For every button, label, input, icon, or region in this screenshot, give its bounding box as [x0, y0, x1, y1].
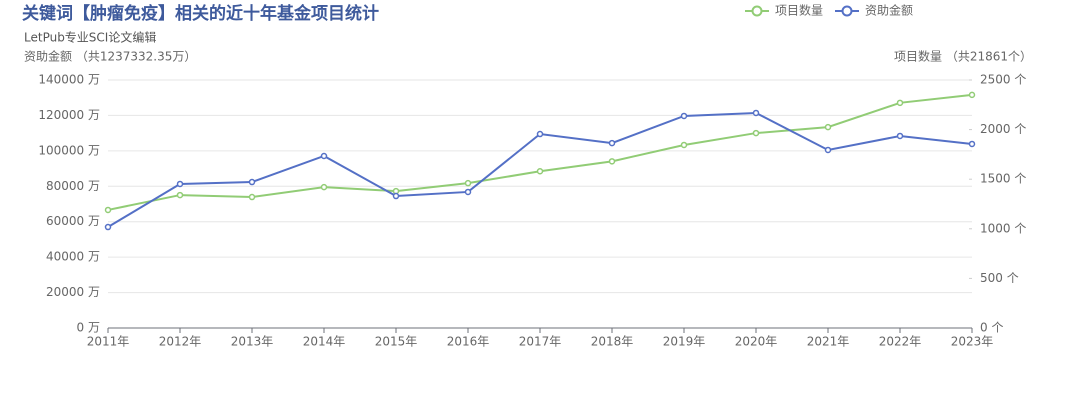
- data-point: [104, 223, 112, 231]
- legend-label[interactable]: 资助金额: [865, 3, 913, 18]
- data-point: [608, 139, 616, 147]
- data-point: [464, 188, 472, 196]
- legend-marker[interactable]: [841, 5, 853, 17]
- x-tick-label: 2018年: [591, 335, 634, 349]
- series-line: [107, 93, 973, 211]
- x-tick-label: 2013年: [231, 335, 274, 349]
- data-point: [896, 132, 904, 140]
- data-point: [824, 123, 832, 131]
- data-point: [968, 140, 976, 148]
- data-point: [536, 168, 544, 175]
- data-point: [320, 152, 328, 160]
- x-tick-label: 2019年: [663, 335, 706, 349]
- data-point: [824, 146, 832, 154]
- data-point: [392, 192, 400, 200]
- y-tick-label: 20000 万: [46, 285, 100, 299]
- legend-label[interactable]: 项目数量: [775, 3, 823, 18]
- y-tick-label: 80000 万: [46, 179, 100, 193]
- x-tick-label: 2012年: [159, 335, 202, 349]
- data-point: [320, 183, 328, 191]
- data-point: [176, 191, 184, 199]
- y2-tick-label: 0 个: [980, 321, 1003, 335]
- y-tick-label: 120000 万: [38, 108, 100, 122]
- data-point: [176, 180, 184, 188]
- x-tick-label: 2016年: [447, 335, 490, 349]
- x-tick-label: 2020年: [735, 335, 778, 349]
- x-tick-label: 2011年: [87, 335, 130, 349]
- y-tick-label: 140000 万: [38, 73, 100, 87]
- data-point: [536, 130, 544, 138]
- y-tick-label: 60000 万: [46, 214, 100, 228]
- data-point: [248, 193, 256, 201]
- y-axis-label: 资助金额 （共1237332.35万）: [24, 49, 196, 64]
- x-tick-label: 2023年: [951, 335, 994, 349]
- x-tick-label: 2021年: [807, 335, 850, 349]
- data-point: [968, 91, 976, 99]
- chart-subtitle: LetPub专业SCI论文编辑: [24, 30, 156, 45]
- data-point: [680, 141, 688, 149]
- x-tick-label: 2022年: [879, 335, 922, 349]
- y2-tick-label: 2000 个: [980, 122, 1026, 136]
- y-tick-label: 100000 万: [38, 143, 100, 157]
- y-tick-label: 0 万: [77, 321, 100, 335]
- legend-marker[interactable]: [751, 5, 763, 17]
- y2-axis-label: 项目数量 （共21861个）: [894, 49, 1032, 64]
- x-tick-label: 2017年: [519, 335, 562, 349]
- data-point: [104, 206, 112, 214]
- data-point: [248, 178, 256, 186]
- y2-tick-label: 500 个: [980, 271, 1019, 285]
- chart-title: 关键词【肿瘤免疫】相关的近十年基金项目统计: [22, 3, 379, 24]
- data-point: [680, 112, 688, 120]
- y2-tick-label: 1000 个: [980, 221, 1026, 235]
- x-tick-label: 2015年: [375, 335, 418, 349]
- data-point: [752, 129, 760, 137]
- data-point: [752, 109, 760, 117]
- data-point: [896, 99, 904, 107]
- data-point: [464, 179, 472, 187]
- y2-tick-label: 2500 个: [980, 73, 1026, 87]
- x-tick-label: 2014年: [303, 335, 346, 349]
- y-tick-label: 40000 万: [46, 250, 100, 264]
- data-point: [608, 158, 616, 165]
- y2-tick-label: 1500 个: [980, 172, 1026, 186]
